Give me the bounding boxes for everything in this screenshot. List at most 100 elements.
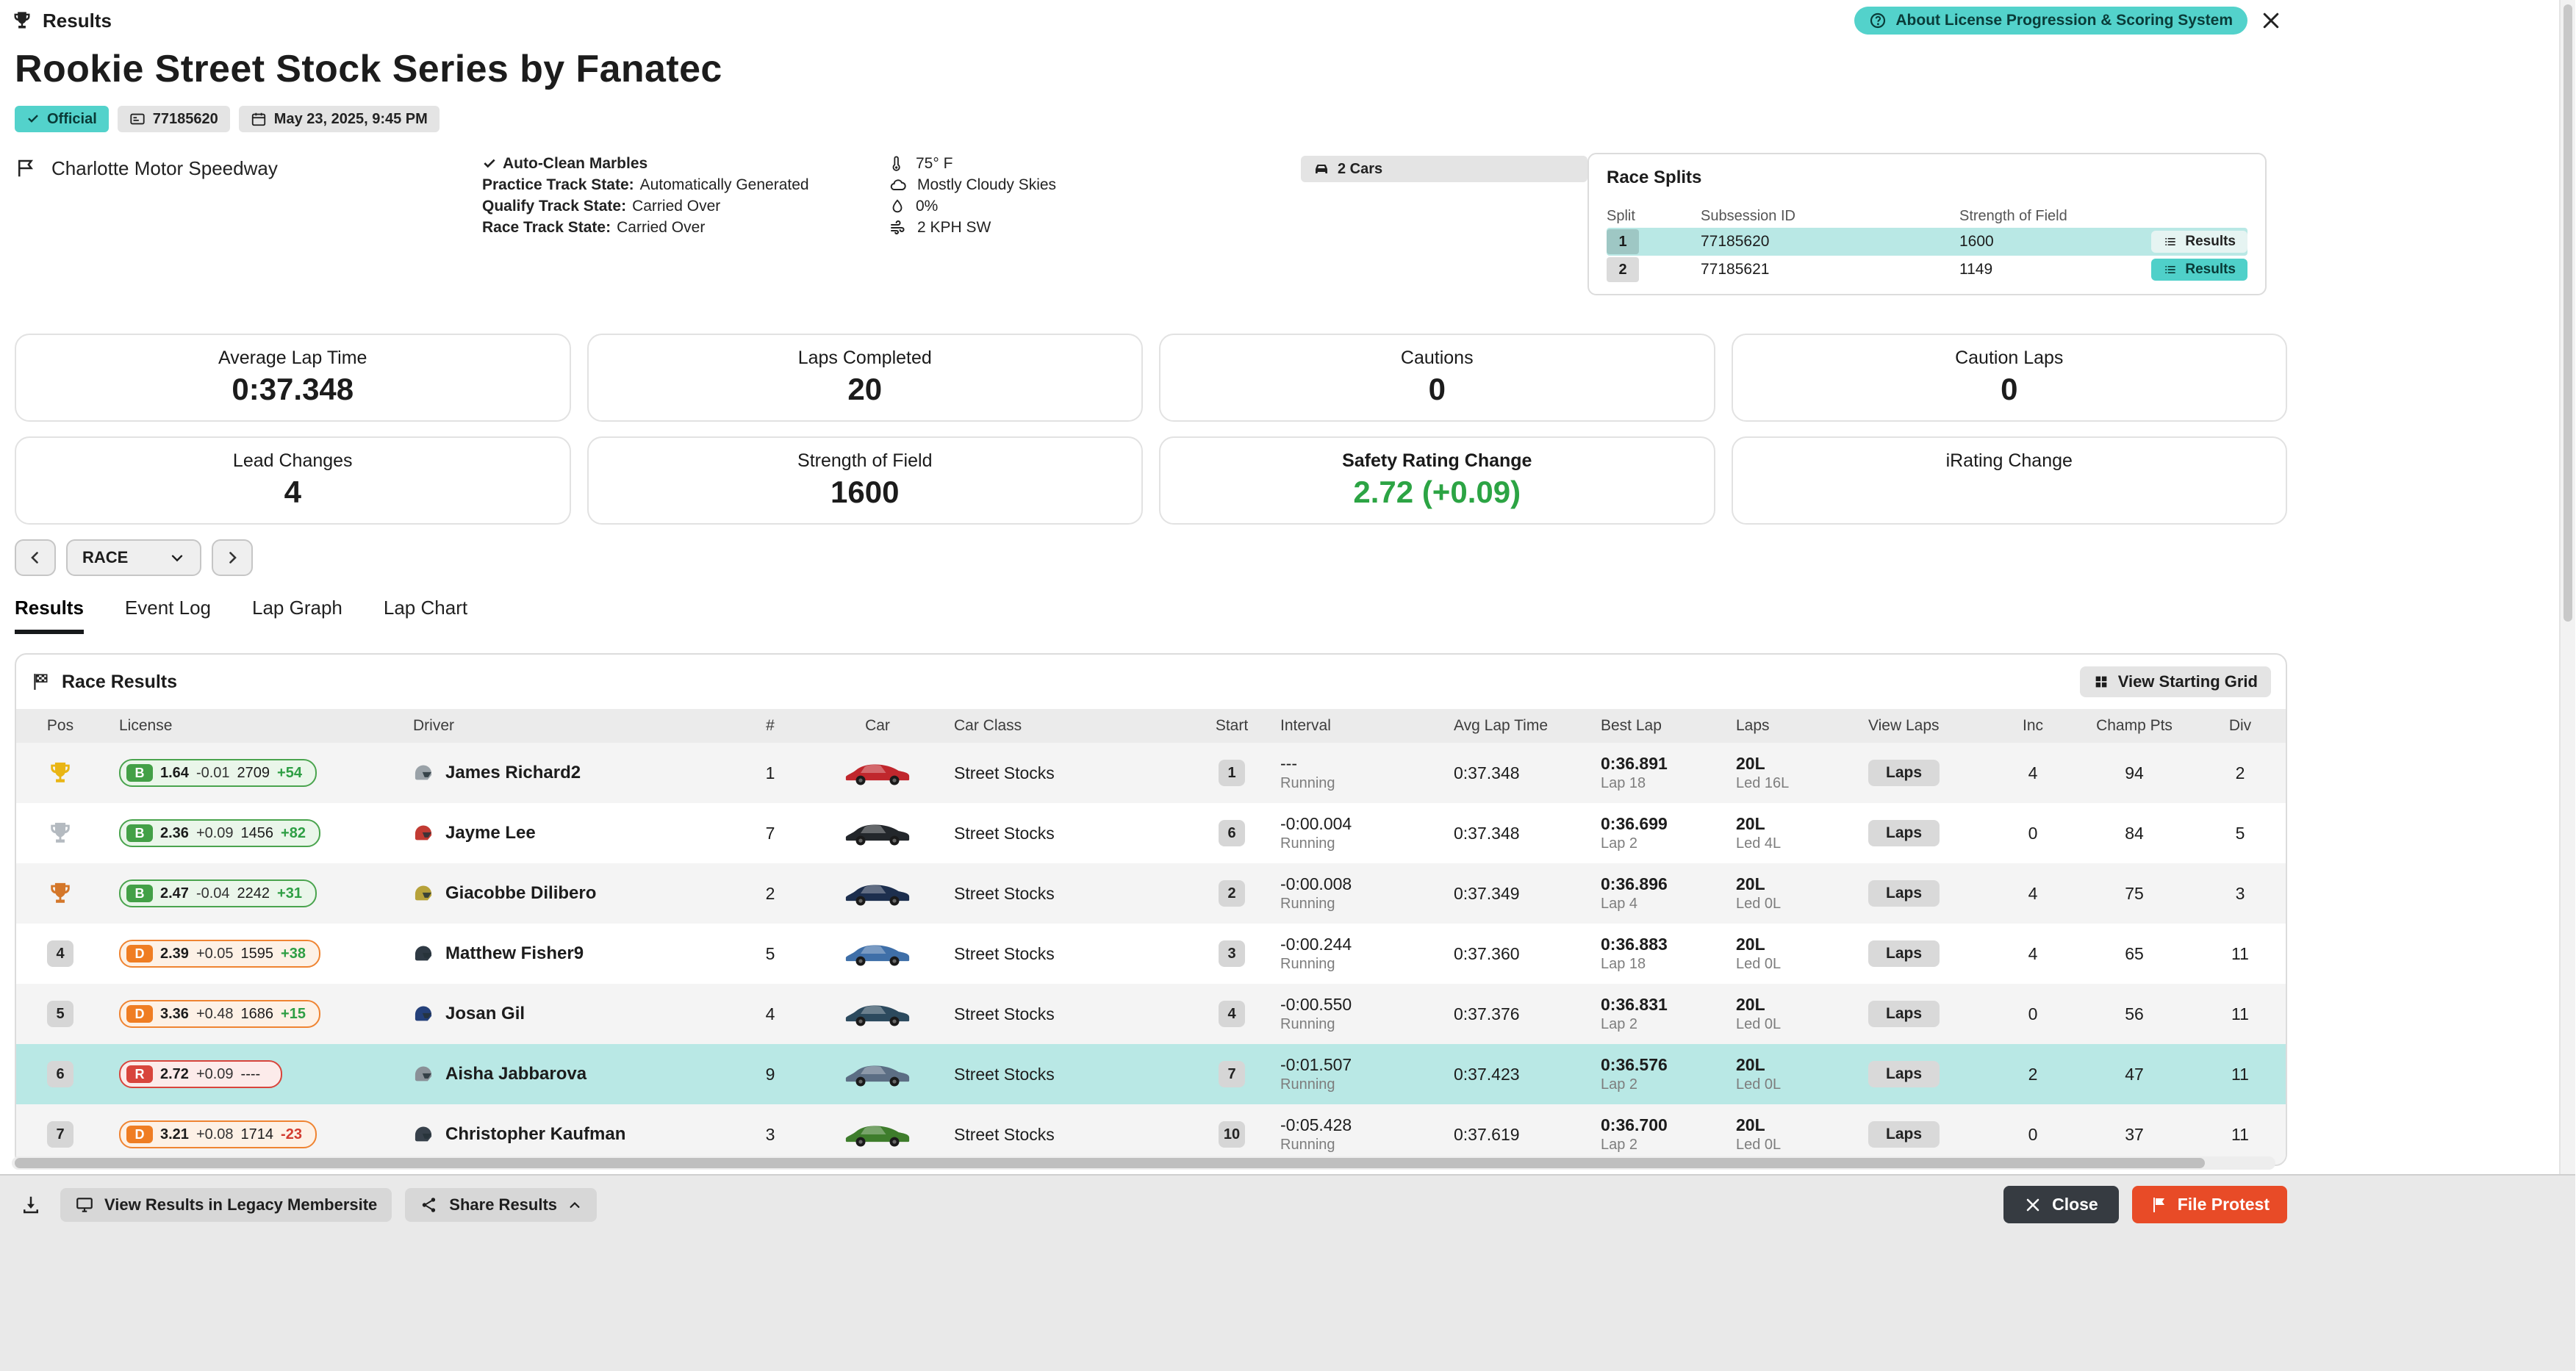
close-icon[interactable]: [2258, 7, 2284, 34]
download-results-button[interactable]: [15, 1189, 47, 1221]
status-text: Running: [1280, 775, 1335, 791]
check-icon: [28, 115, 38, 123]
table-row: B 2.47 -0.04 2242 +31 Giacobbe Dilibero …: [16, 863, 2286, 924]
col-number: #: [766, 717, 775, 734]
horizontal-scrollbar-thumb[interactable]: [15, 1158, 2205, 1168]
best-lap-time: 0:36.576: [1601, 1056, 1668, 1074]
split-sof: 1600: [1959, 233, 1994, 250]
footer-bar: View Results in Legacy Membersite Share …: [0, 1174, 2575, 1371]
thermometer-icon: [892, 155, 900, 171]
driver-cell[interactable]: Matthew Fisher9: [390, 943, 739, 964]
horizontal-scrollbar[interactable]: [12, 1156, 2275, 1170]
license-cell: R 2.72 +0.09 ----: [98, 1060, 390, 1088]
status-text: Running: [1280, 1076, 1335, 1093]
driver-cell[interactable]: Giacobbe Dilibero: [390, 883, 739, 904]
driver-cell[interactable]: Jayme Lee: [390, 823, 739, 843]
license-class: R: [126, 1065, 153, 1083]
view-laps-button[interactable]: Laps: [1868, 880, 1940, 907]
driver-name: James Richard2: [445, 763, 581, 782]
split-results-button[interactable]: Results: [2151, 259, 2247, 281]
interval-cell: -0:00.244 Running: [1266, 935, 1454, 972]
chevron-left-icon: [31, 552, 38, 564]
avg-lap-cell: 0:37.423: [1454, 1064, 1520, 1084]
driver-cell[interactable]: James Richard2: [390, 763, 739, 783]
stat-value: 1600: [830, 474, 900, 509]
humidity-icon: [892, 198, 903, 212]
car-number: 2: [765, 883, 775, 903]
driver-cell[interactable]: Christopher Kaufman: [390, 1124, 739, 1145]
best-lap-number: Lap 4: [1601, 896, 1638, 912]
best-lap-number: Lap 2: [1601, 835, 1638, 852]
best-lap-cell: 0:36.883 Lap 18: [1601, 935, 1736, 972]
best-lap-number: Lap 18: [1601, 775, 1646, 791]
car-class: Street Stocks: [954, 1064, 1055, 1084]
view-laps-button[interactable]: Laps: [1868, 820, 1940, 846]
license-cell: D 3.36 +0.48 1686 +15: [98, 1000, 390, 1028]
laps-count: 20L: [1736, 875, 1765, 893]
license-badge: B 1.64 -0.01 2709 +54: [119, 759, 317, 787]
setting-label: Qualify Track State:: [482, 198, 627, 215]
prev-session-button[interactable]: [15, 539, 56, 576]
start-cell: 4: [1198, 1001, 1266, 1027]
close-button[interactable]: Close: [2003, 1186, 2119, 1223]
vertical-scrollbar-thumb[interactable]: [2564, 4, 2572, 622]
tab-lap-chart[interactable]: Lap Chart: [383, 597, 468, 619]
vertical-scrollbar[interactable]: [2559, 0, 2575, 1371]
setting-value: Automatically Generated: [639, 176, 809, 193]
about-license-button[interactable]: About License Progression & Scoring Syst…: [1854, 7, 2247, 35]
car-cell: [801, 820, 954, 846]
champ-points-cell: 37: [2125, 1124, 2144, 1144]
share-results-button[interactable]: Share Results: [405, 1187, 598, 1222]
best-lap-cell: 0:36.891 Lap 18: [1601, 755, 1736, 791]
best-lap-cell: 0:36.831 Lap 2: [1601, 996, 1736, 1032]
setting-line: Qualify Track State: Carried Over: [482, 195, 889, 217]
laps-count: 20L: [1736, 755, 1765, 773]
session-date-badge: May 23, 2025, 9:45 PM: [238, 106, 440, 132]
legacy-membersite-button[interactable]: View Results in Legacy Membersite: [60, 1187, 392, 1222]
temperature-value: 75° F: [916, 155, 953, 172]
split-results-button[interactable]: Results: [2151, 231, 2247, 253]
close-label: Close: [2052, 1195, 2098, 1214]
car-cell: [801, 1001, 954, 1027]
chevron-up-icon: [570, 1201, 580, 1208]
car-number: 7: [765, 823, 775, 843]
view-laps-button[interactable]: Laps: [1868, 1121, 1940, 1148]
tab-event-log[interactable]: Event Log: [124, 597, 212, 619]
start-position: 2: [1219, 880, 1245, 907]
best-lap-time: 0:36.700: [1601, 1116, 1668, 1134]
file-protest-label: File Protest: [2177, 1195, 2270, 1214]
avg-lap-cell: 0:37.348: [1454, 763, 1520, 782]
start-position: 3: [1219, 940, 1245, 967]
driver-cell[interactable]: Josan Gil: [390, 1004, 739, 1024]
laps-led: Led 0L: [1736, 896, 1782, 912]
race-splits-title: Race Splits: [1607, 168, 1702, 187]
next-session-button[interactable]: [212, 539, 253, 576]
car-image: [845, 1065, 910, 1087]
view-laps-cell: Laps: [1868, 1001, 1995, 1027]
checkered-flag-icon: [34, 674, 48, 690]
car-number: 5: [765, 943, 775, 963]
table-row: B 1.64 -0.01 2709 +54 James Richard2 1: [16, 743, 2286, 803]
view-laps-button[interactable]: Laps: [1868, 1061, 1940, 1087]
tab-lap-graph[interactable]: Lap Graph: [252, 597, 342, 619]
tab-results[interactable]: Results: [15, 597, 84, 634]
view-starting-grid-button[interactable]: View Starting Grid: [2079, 666, 2271, 697]
division-cell: 11: [2231, 1004, 2249, 1023]
view-laps-button[interactable]: Laps: [1868, 1001, 1940, 1027]
stat-value: 4: [284, 474, 301, 509]
interval-value: -0:00.008: [1280, 875, 1352, 893]
driver-cell[interactable]: Aisha Jabbarova: [390, 1064, 739, 1084]
interval-value: -0:00.244: [1280, 935, 1352, 954]
start-position: 4: [1219, 1001, 1245, 1027]
session-type-dropdown[interactable]: RACE: [66, 539, 201, 576]
avg-lap-cell: 0:37.349: [1454, 883, 1520, 903]
view-laps-button[interactable]: Laps: [1868, 940, 1940, 967]
file-protest-button[interactable]: File Protest: [2131, 1186, 2287, 1223]
weather-line: Mostly Cloudy Skies: [889, 174, 1301, 195]
share-icon: [423, 1197, 436, 1212]
interval-value: ---: [1280, 755, 1297, 773]
view-laps-button[interactable]: Laps: [1868, 760, 1940, 786]
grid-icon: [2095, 676, 2107, 688]
laps-led: Led 16L: [1736, 775, 1790, 791]
series-title: Rookie Street Stock Series by Fanatec: [15, 48, 722, 90]
